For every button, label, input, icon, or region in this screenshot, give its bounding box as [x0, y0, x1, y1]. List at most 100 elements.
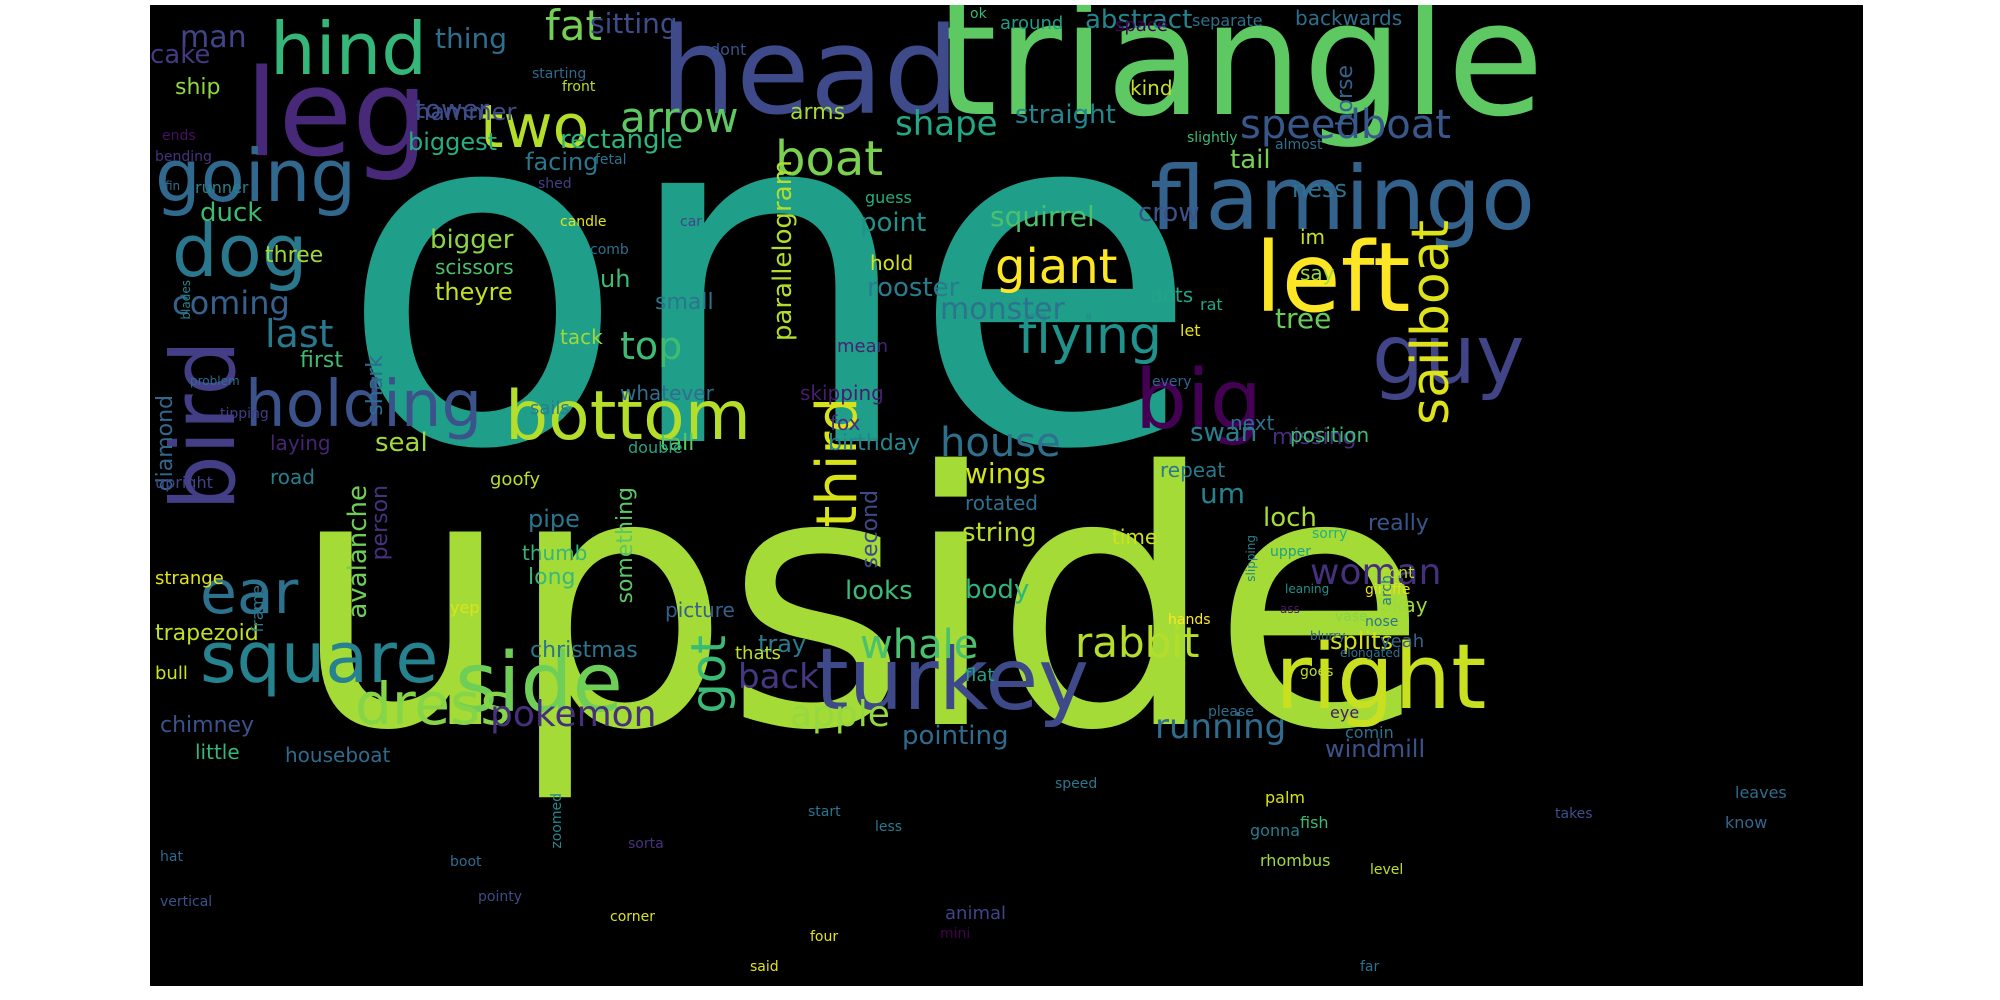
cloud-word: thumb — [522, 541, 588, 565]
cloud-word: guess — [865, 188, 912, 207]
cloud-word: facing — [525, 148, 599, 176]
cloud-word: space — [1115, 15, 1168, 36]
cloud-word: body — [965, 575, 1030, 605]
cloud-word: goofy — [490, 469, 541, 490]
cloud-word: mean — [837, 336, 889, 357]
cloud-word: shed — [538, 176, 572, 192]
cloud-word: triangle — [935, 5, 1545, 152]
cloud-word: corner — [610, 909, 656, 925]
cloud-word: fin — [165, 179, 181, 193]
cloud-word: yep — [450, 598, 480, 617]
cloud-word: hat — [160, 849, 183, 865]
cloud-word: rooster — [867, 273, 960, 303]
cloud-word: ass — [1280, 602, 1300, 616]
cloud-word: looks — [845, 576, 913, 606]
cloud-word: cake — [150, 40, 211, 70]
cloud-word: running — [1155, 707, 1287, 747]
cloud-word: ends — [162, 128, 196, 144]
cloud-word: im — [1300, 225, 1326, 249]
cloud-word: upside — [290, 398, 1428, 808]
cloud-word: bigger — [430, 225, 514, 255]
cloud-word: hands — [1168, 612, 1211, 628]
cloud-word: tower — [415, 95, 490, 125]
cloud-word: said — [750, 959, 779, 975]
cloud-word: dog — [172, 209, 308, 293]
cloud-word: hold — [870, 251, 914, 275]
cloud-word: goes — [1300, 664, 1334, 680]
cloud-word: yeah — [1380, 631, 1425, 652]
cloud-word: time — [1112, 525, 1158, 549]
cloud-word: zoomed — [549, 793, 565, 849]
cloud-word: dont — [710, 40, 747, 59]
cloud-word: dots — [1150, 283, 1194, 307]
cloud-word: square — [200, 617, 439, 699]
cloud-word: tail — [1230, 145, 1271, 175]
word-cloud: one upside triangle head leg hind flamin… — [150, 5, 1863, 986]
cloud-word: please — [1208, 704, 1254, 720]
cloud-word: sails — [530, 398, 570, 419]
cloud-word: person — [368, 485, 393, 561]
cloud-word: blurry — [1310, 629, 1346, 643]
cloud-word: shark — [363, 355, 388, 416]
cloud-word: guy — [1372, 308, 1525, 403]
cloud-word: theyre — [435, 278, 513, 306]
cloud-word: hind — [270, 7, 427, 91]
cloud-word: turkey — [815, 630, 1090, 730]
cloud-word: swan — [1190, 418, 1258, 448]
cloud-word: missing — [1272, 425, 1357, 450]
cloud-word: seal — [375, 428, 428, 458]
cloud-word: christmas — [530, 638, 638, 663]
cloud-word: parallelogram — [768, 160, 798, 342]
cloud-word: know — [1725, 813, 1768, 832]
cloud-word: coming — [172, 284, 290, 322]
cloud-word: fetal — [595, 152, 627, 168]
cloud-word: chimney — [160, 713, 255, 738]
cloud-word: splits — [1330, 627, 1393, 655]
cloud-word: vase — [1335, 609, 1368, 625]
cloud-word: house — [940, 420, 1061, 466]
cloud-word: shape — [895, 104, 998, 144]
cloud-word: small — [655, 290, 714, 315]
cloud-word: ok — [970, 6, 987, 22]
cloud-word: arch — [1379, 575, 1395, 606]
cloud-word: man — [180, 20, 247, 55]
cloud-word: dress — [355, 670, 511, 738]
cloud-word: sailboat — [1401, 220, 1461, 425]
cloud-word: scissors — [435, 255, 514, 279]
cloud-word: thats — [735, 643, 781, 664]
cloud-word: repeat — [1160, 458, 1226, 482]
cloud-word: giraffe — [1365, 582, 1411, 598]
cloud-word: holding — [245, 368, 483, 442]
cloud-word: sorta — [628, 836, 664, 852]
cloud-word: ship — [175, 75, 221, 100]
cloud-word: wings — [965, 457, 1046, 490]
cloud-word: okay — [1380, 593, 1428, 617]
cloud-word: boot — [450, 854, 482, 870]
cloud-word: backwards — [1295, 6, 1403, 30]
cloud-word: upper — [1270, 544, 1312, 560]
cloud-word: car — [680, 214, 703, 230]
cloud-word: um — [1200, 477, 1246, 510]
cloud-word: around — [1000, 13, 1064, 34]
cloud-word: four — [810, 929, 839, 945]
cloud-word: boat — [775, 131, 884, 187]
cloud-word: ront — [1382, 563, 1415, 582]
cloud-word: birthday — [828, 431, 921, 456]
cloud-word: biggest — [408, 128, 498, 156]
cloud-word: bottom — [505, 377, 751, 456]
cloud-word: upright — [155, 473, 213, 492]
cloud-word: vertical — [160, 894, 213, 910]
cloud-word: fox — [830, 411, 861, 435]
cloud-word: right — [1275, 625, 1487, 730]
cloud-word: less — [875, 819, 903, 835]
cloud-word: going — [155, 134, 357, 218]
cloud-word: strange — [155, 568, 224, 589]
cloud-word: houseboat — [285, 743, 391, 767]
cloud-word: palm — [1265, 788, 1305, 807]
cloud-word: abstract — [1085, 5, 1193, 35]
cloud-word: arrow — [620, 93, 739, 142]
cloud-word: picture — [665, 598, 735, 622]
cloud-word: fish — [1300, 813, 1329, 832]
cloud-word: left — [1255, 222, 1411, 334]
cloud-word: thing — [435, 22, 508, 55]
